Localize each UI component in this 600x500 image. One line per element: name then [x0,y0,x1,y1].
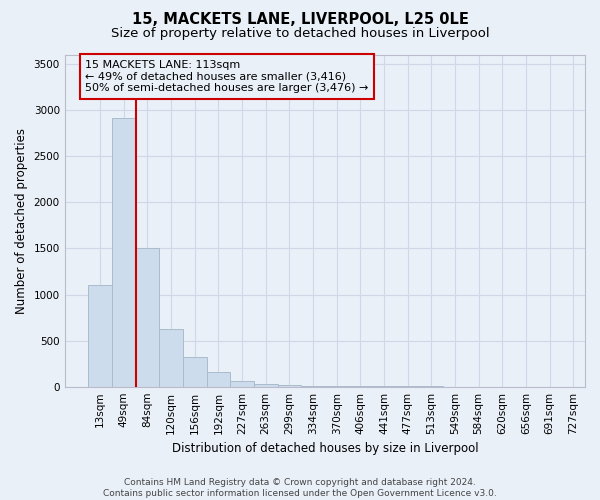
Bar [230,381,254,386]
Bar [254,384,278,386]
Bar [183,357,206,386]
Y-axis label: Number of detached properties: Number of detached properties [15,128,28,314]
Text: Contains HM Land Registry data © Crown copyright and database right 2024.
Contai: Contains HM Land Registry data © Crown c… [103,478,497,498]
Bar [159,328,183,386]
Text: 15 MACKETS LANE: 113sqm
← 49% of detached houses are smaller (3,416)
50% of semi: 15 MACKETS LANE: 113sqm ← 49% of detache… [85,60,369,93]
Text: 15, MACKETS LANE, LIVERPOOL, L25 0LE: 15, MACKETS LANE, LIVERPOOL, L25 0LE [131,12,469,28]
Text: Size of property relative to detached houses in Liverpool: Size of property relative to detached ho… [110,28,490,40]
Bar [112,118,136,386]
Bar [136,248,159,386]
Bar [206,372,230,386]
X-axis label: Distribution of detached houses by size in Liverpool: Distribution of detached houses by size … [172,442,478,455]
Bar [88,286,112,386]
